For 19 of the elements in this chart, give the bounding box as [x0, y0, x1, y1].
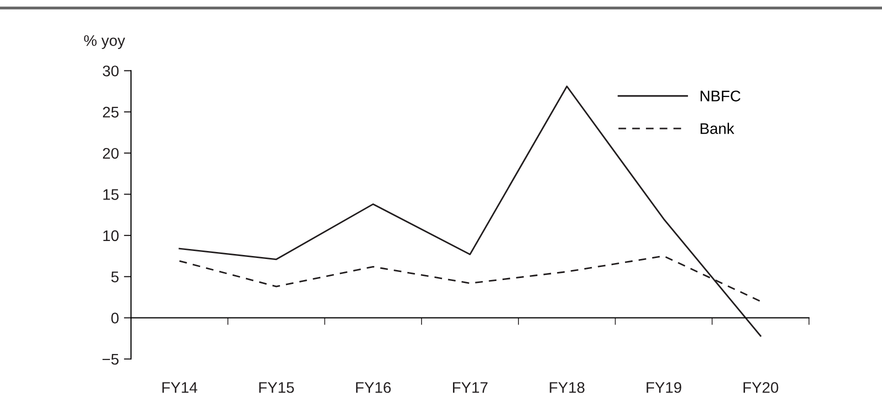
y-tick-label: 10 [103, 230, 119, 242]
y-tick-label: 5 [111, 272, 119, 282]
legend-label: Bank [700, 122, 734, 134]
x-tick-label: FY17 [452, 382, 488, 393]
y-tick-label: 30 [102, 66, 119, 76]
x-tick-label: FY20 [744, 382, 778, 393]
line-series [178, 86, 762, 337]
y-axis-title: % yoy [84, 35, 126, 49]
x-tick-label: FY15 [259, 382, 294, 393]
x-tick-label: FY14 [162, 382, 198, 393]
y-tick-label: 25 [102, 106, 119, 118]
y-tick-label: 0 [111, 312, 119, 324]
x-tick-label: FY19 [646, 382, 682, 393]
x-tick-label: FY16 [356, 382, 391, 393]
y-tick-label: 20 [102, 148, 119, 159]
y-tick-label: −5 [102, 354, 119, 365]
y-tick-label: 15 [103, 189, 119, 200]
legend-label: NBFC [700, 90, 740, 102]
x-tick-label: FY18 [550, 382, 584, 393]
